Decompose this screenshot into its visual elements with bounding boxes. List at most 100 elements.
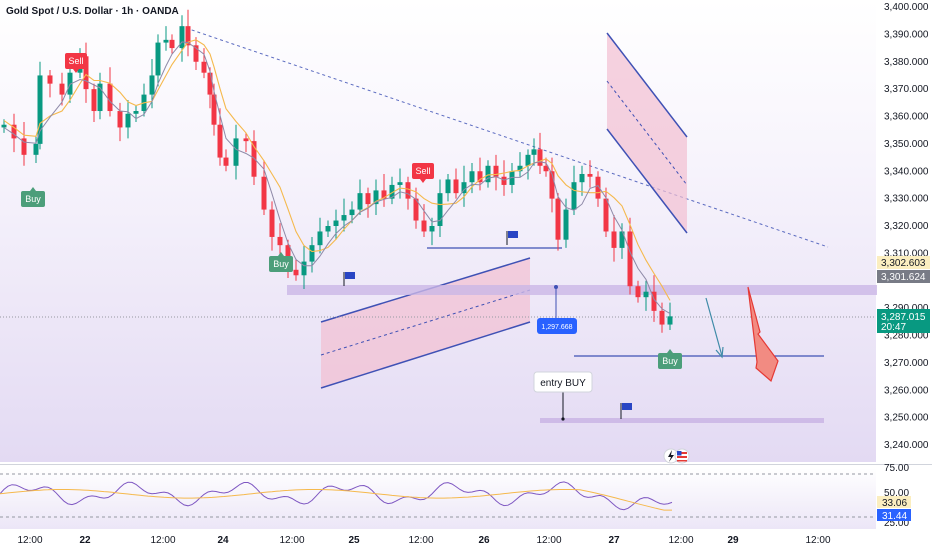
price-tick-label: 3,290.000 (884, 303, 929, 314)
candle-body (373, 190, 379, 205)
candle-body (555, 198, 561, 240)
candle-body (509, 171, 515, 185)
candle-body (91, 89, 97, 112)
lightning-glyph (668, 450, 674, 462)
descending-channel-mid (606, 80, 688, 186)
candle-body (47, 75, 53, 84)
candle-body (525, 154, 531, 166)
candle-body (223, 157, 229, 166)
candle-body (21, 138, 27, 155)
price-tag-text: 3,301.624 (881, 272, 926, 283)
descending-trendline[interactable] (185, 27, 829, 248)
flag-icon (506, 231, 518, 245)
candle-body (11, 124, 17, 139)
price-tick-label: 3,390.000 (884, 29, 929, 40)
ascending-channel-bottom[interactable] (320, 321, 531, 389)
candle-body (301, 261, 307, 276)
descending-channel-bottom[interactable] (606, 128, 688, 234)
candle-body (477, 171, 483, 183)
time-tick-label: 24 (217, 535, 229, 546)
last-price-countdown: 20:47 (881, 322, 906, 333)
time-axis[interactable]: 12:00 22 12:00 24 12:00 25 12:00 26 12:00 27 12:00… (17, 535, 830, 546)
sell-signal[interactable]: Sell (412, 163, 434, 183)
candle-body (413, 198, 419, 221)
candle-body (277, 236, 283, 246)
price-tick-label: 3,320.000 (884, 221, 929, 232)
candle-body (133, 111, 139, 114)
buy-signal[interactable]: Buy (21, 187, 45, 207)
candle-body (659, 310, 665, 325)
time-tick-label: 12:00 (17, 535, 42, 546)
candle-body (293, 269, 299, 276)
signal-label: Sell (415, 166, 430, 176)
price-tick-label: 3,270.000 (884, 358, 929, 369)
price-tag-text: 3,302.603 (881, 258, 926, 269)
candle-body (269, 209, 275, 237)
flag-icon (620, 403, 632, 419)
candle-body (603, 198, 609, 232)
candle-body (531, 149, 537, 155)
entry-zone[interactable] (540, 418, 824, 423)
candle-body (349, 209, 355, 216)
candle-body (667, 316, 673, 325)
signal-label: Sell (68, 56, 83, 66)
candle-body (587, 173, 593, 177)
rsi-ma-tag (877, 496, 911, 508)
candle-body (501, 176, 507, 185)
candle-body (437, 193, 443, 226)
event-icons[interactable] (663, 448, 690, 464)
price-tick-label: 3,350.000 (884, 139, 929, 150)
candle-body (107, 83, 113, 112)
candle-body (309, 245, 315, 262)
time-tick-label: 12:00 (408, 535, 433, 546)
time-tick-label: 12:00 (536, 535, 561, 546)
price-tick-label: 3,340.000 (884, 166, 929, 177)
candle-body (325, 226, 331, 232)
measure-tag: 1,297.668 (537, 318, 577, 334)
price-axis[interactable]: 3,400.000 3,390.000 3,380.000 3,370.000 3,36… (884, 2, 929, 451)
candle-body (517, 165, 523, 172)
time-tick-label: 27 (608, 535, 620, 546)
candle-body (179, 26, 185, 49)
time-tick-label: 12:00 (668, 535, 693, 546)
price-tick-label: 3,240.000 (884, 440, 929, 451)
buy-signal[interactable]: Buy (658, 349, 682, 369)
candle-body (469, 171, 475, 183)
candle-body (333, 220, 339, 226)
price-tick-label: 3,250.000 (884, 413, 929, 424)
price-tick-label: 3,310.000 (884, 248, 929, 259)
descending-channel-top[interactable] (606, 32, 688, 138)
candle-body (37, 75, 43, 144)
candle-body (643, 291, 649, 298)
candle-body (421, 220, 427, 232)
price-tick-label: 3,400.000 (884, 2, 929, 13)
candle-body (357, 193, 363, 210)
entry-label[interactable]: entry BUY (533, 371, 593, 393)
buy-signal[interactable]: Buy (269, 252, 293, 272)
candle-body (317, 231, 323, 246)
price-pane-background (0, 0, 876, 462)
price-tick-label: 3,380.000 (884, 57, 929, 68)
sell-signal[interactable]: Sell (65, 53, 87, 73)
time-tick-label: 25 (348, 535, 360, 546)
candle-body (67, 72, 73, 95)
support-zone[interactable] (287, 285, 877, 295)
rsi-level-25: 25.00 (884, 518, 909, 529)
candle-body (211, 94, 217, 125)
candle-body (389, 184, 395, 199)
rsi-value-tag-text: 31.44 (882, 511, 907, 522)
candle-body (207, 72, 213, 95)
measure-tag-text: 1,297.668 (541, 324, 572, 331)
candle-body (485, 165, 491, 183)
candle-body (429, 226, 435, 232)
candle-body (627, 231, 633, 287)
descending-channel-fill (607, 33, 687, 233)
candle-body (117, 111, 123, 128)
us-flag-stripe (677, 456, 687, 458)
moving-average-line (3, 39, 671, 301)
rsi-level-75: 75.00 (884, 463, 909, 474)
bearish-arrow[interactable] (747, 286, 779, 383)
last-price-tag (877, 309, 930, 333)
rsi-value-tag (877, 509, 911, 521)
